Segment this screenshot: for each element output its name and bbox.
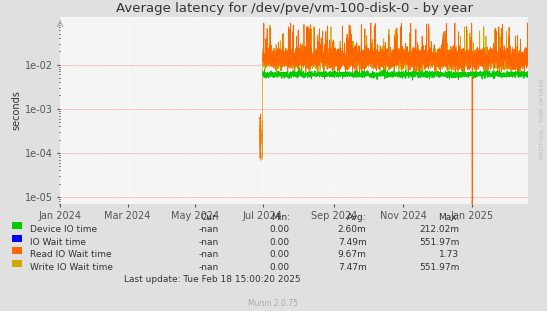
Text: 7.47m: 7.47m <box>337 263 366 272</box>
Text: 212.02m: 212.02m <box>420 225 459 234</box>
Text: Device IO time: Device IO time <box>30 225 97 234</box>
Text: Cur:: Cur: <box>200 213 219 222</box>
Y-axis label: seconds: seconds <box>11 91 22 130</box>
Text: Avg:: Avg: <box>347 213 366 222</box>
Text: 7.49m: 7.49m <box>337 238 366 247</box>
Text: Munin 2.0.75: Munin 2.0.75 <box>248 299 299 308</box>
Text: Write IO Wait time: Write IO Wait time <box>30 263 113 272</box>
Text: -nan: -nan <box>199 263 219 272</box>
Text: 0.00: 0.00 <box>270 225 290 234</box>
Title: Average latency for /dev/pve/vm-100-disk-0 - by year: Average latency for /dev/pve/vm-100-disk… <box>115 2 473 15</box>
Text: Read IO Wait time: Read IO Wait time <box>30 250 112 259</box>
Text: RRDTOOL / TOBI OETIKER: RRDTOOL / TOBI OETIKER <box>539 78 544 159</box>
Text: -nan: -nan <box>199 250 219 259</box>
Text: Max:: Max: <box>438 213 459 222</box>
Text: 0.00: 0.00 <box>270 238 290 247</box>
Text: -nan: -nan <box>199 225 219 234</box>
Text: IO Wait time: IO Wait time <box>30 238 86 247</box>
Text: 9.67m: 9.67m <box>337 250 366 259</box>
Text: 551.97m: 551.97m <box>419 263 459 272</box>
Text: 2.60m: 2.60m <box>337 225 366 234</box>
Text: Last update: Tue Feb 18 15:00:20 2025: Last update: Tue Feb 18 15:00:20 2025 <box>124 275 301 284</box>
Text: 1.73: 1.73 <box>439 250 459 259</box>
Text: Min:: Min: <box>271 213 290 222</box>
Text: 551.97m: 551.97m <box>419 238 459 247</box>
Text: -nan: -nan <box>199 238 219 247</box>
Text: 0.00: 0.00 <box>270 263 290 272</box>
Text: 0.00: 0.00 <box>270 250 290 259</box>
